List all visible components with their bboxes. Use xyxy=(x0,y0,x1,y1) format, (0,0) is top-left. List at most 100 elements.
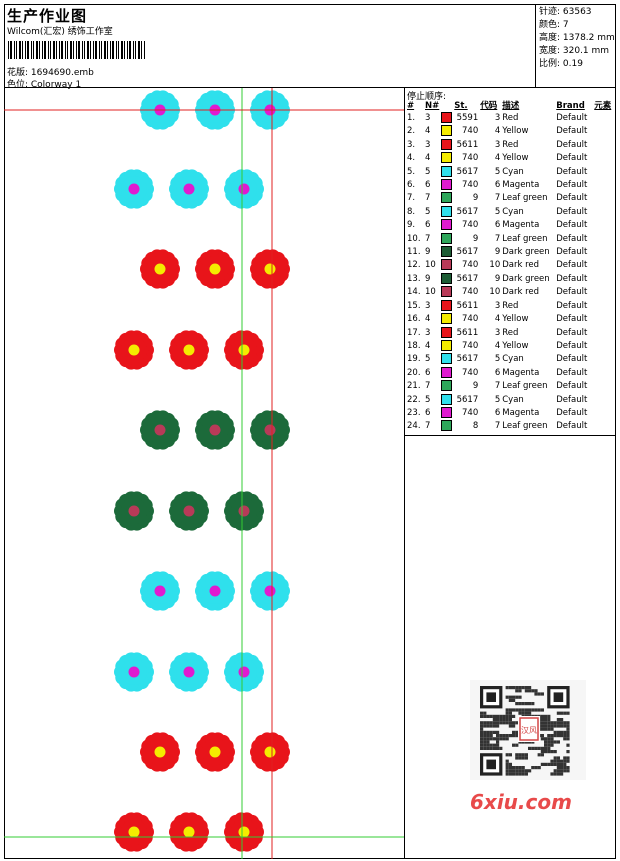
row-element xyxy=(594,313,613,326)
color-swatch xyxy=(441,272,453,284)
qr-module xyxy=(480,721,484,725)
row-needle: 10 xyxy=(425,287,436,298)
row-stitches: 740 xyxy=(462,260,479,271)
barcode-bar xyxy=(42,41,43,59)
qr-module xyxy=(486,746,490,750)
row-description: Cyan xyxy=(502,166,524,177)
qr-module xyxy=(550,727,554,731)
qr-module xyxy=(483,711,487,715)
row-swatch xyxy=(441,246,454,259)
qr-module xyxy=(486,714,490,718)
color-swatch xyxy=(441,406,453,418)
table-row: 19. 5 5617 5 Cyan Default xyxy=(407,353,613,366)
barcode-bar xyxy=(133,41,134,59)
row-code: 5 xyxy=(494,354,501,365)
qr-module xyxy=(563,756,567,760)
qr-module xyxy=(480,730,484,734)
qr-module xyxy=(499,721,503,725)
qr-module xyxy=(560,766,564,770)
row-stitches: 5617 xyxy=(456,273,479,284)
flower xyxy=(140,732,180,772)
table-row: 20. 6 740 6 Magenta Default xyxy=(407,366,613,380)
qr-module xyxy=(540,753,544,757)
qr-module xyxy=(480,724,484,728)
qr-module xyxy=(550,762,554,766)
barcode-bar xyxy=(141,41,142,59)
col-header-swatch xyxy=(441,100,454,112)
row-swatch xyxy=(441,125,454,138)
row-stitches: 5617 xyxy=(456,206,479,217)
qr-module xyxy=(556,762,560,766)
qr-module xyxy=(512,714,516,718)
flower xyxy=(195,249,235,289)
qr-module xyxy=(508,721,512,725)
qr-module xyxy=(531,689,535,693)
qr-module xyxy=(544,746,548,750)
flower xyxy=(250,732,290,772)
qr-module xyxy=(483,743,487,747)
row-description: Magenta xyxy=(502,367,540,378)
row-index: 18. xyxy=(407,340,421,351)
flower-center xyxy=(128,826,140,838)
row-code: 4 xyxy=(494,340,501,351)
qr-module xyxy=(505,711,509,715)
header-panel: 生产作业图 Wilcom(汇宏) 绣饰工作室 花版: 1694690.emb 色… xyxy=(4,4,536,90)
row-code: 6 xyxy=(494,407,501,418)
qr-module xyxy=(524,708,528,712)
barcode-bar xyxy=(127,41,128,59)
table-row: 8. 5 5617 5 Cyan Default xyxy=(407,205,613,219)
qr-module xyxy=(547,743,551,747)
row-needle: 9 xyxy=(425,273,431,284)
row-brand: Default xyxy=(556,260,588,271)
row-index: 1. xyxy=(407,113,416,123)
table-row: 18. 4 740 4 Yellow Default xyxy=(407,339,613,353)
watermark-logo: 6xiu.com xyxy=(470,790,572,814)
qr-module xyxy=(480,714,484,718)
qr-module xyxy=(563,711,567,715)
qr-module xyxy=(540,724,544,728)
row-description: Dark green xyxy=(502,247,550,258)
flower-center xyxy=(264,585,276,597)
barcode-bar xyxy=(84,41,85,59)
qr-module xyxy=(534,689,538,693)
flower-center xyxy=(128,344,140,356)
color-swatch xyxy=(441,165,453,177)
row-description: Cyan xyxy=(502,354,524,365)
col-header-description: 描述 xyxy=(502,101,520,111)
flower-center xyxy=(209,585,221,597)
qr-finder-core xyxy=(486,692,496,702)
row-element xyxy=(594,139,613,152)
row-brand: Default xyxy=(556,180,588,191)
qr-module xyxy=(534,746,538,750)
row-index: 22. xyxy=(407,394,421,405)
qr-module xyxy=(518,708,522,712)
qr-module xyxy=(560,734,564,738)
row-code: 4 xyxy=(494,126,501,137)
row-needle: 6 xyxy=(425,407,431,418)
row-brand: Default xyxy=(556,206,588,217)
qr-code-image: 汉风 xyxy=(470,680,586,780)
flower-center xyxy=(154,424,166,436)
barcode-bar xyxy=(93,41,94,59)
qr-module xyxy=(540,721,544,725)
row-brand: Default xyxy=(556,166,588,177)
qr-module xyxy=(496,730,500,734)
design-height: 高度: 1378.2 mm xyxy=(539,33,615,43)
row-code: 10 xyxy=(489,260,501,271)
qr-module xyxy=(480,711,484,715)
col-header-stitches: St. xyxy=(454,101,468,111)
row-code: 9 xyxy=(494,273,501,284)
flower xyxy=(114,330,154,370)
row-code: 7 xyxy=(494,193,501,204)
row-brand: Default xyxy=(556,233,588,244)
row-description: Magenta xyxy=(502,220,540,231)
row-index: 11. xyxy=(407,247,421,258)
row-needle: 7 xyxy=(425,193,431,204)
qr-module xyxy=(563,724,567,728)
row-code: 10 xyxy=(489,287,501,298)
qr-module xyxy=(556,756,560,760)
flower-center xyxy=(264,746,276,758)
row-needle: 5 xyxy=(425,166,431,177)
qr-module xyxy=(499,734,503,738)
qr-module xyxy=(515,730,519,734)
